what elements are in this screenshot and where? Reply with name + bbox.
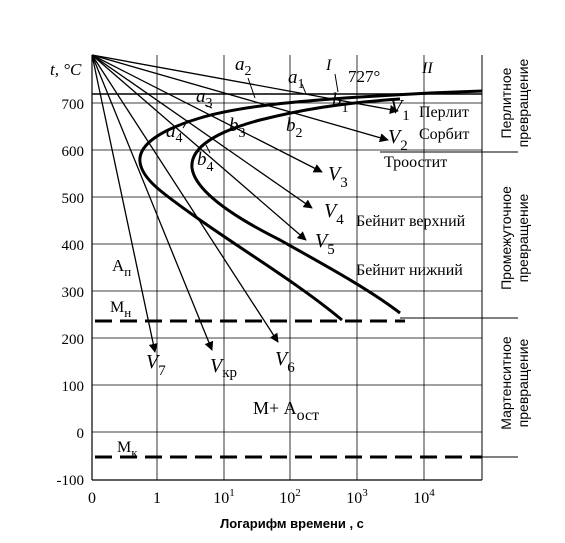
vkr-label: Vкр [210,355,237,381]
v7-label: V7 [146,351,166,379]
cooling-line-vkr [91,54,214,351]
y-tick-minus-100: -100 [57,473,85,489]
b4-label: b4 [197,149,214,175]
martensite-ost-label: М+ Аост [253,398,319,424]
y-tick-700: 700 [62,97,85,113]
y-tick-300: 300 [62,285,85,301]
a1-label: a1 [288,67,305,92]
y-tick-0: 0 [77,426,85,442]
cooling-line-v5 [91,54,307,241]
a-p-label: Ап [112,256,131,279]
cooling-line-v1 [91,54,399,115]
b3-label: b3 [229,115,246,141]
a4-label: a4 [166,121,183,146]
temp-727-label: 727° [348,67,380,86]
c-curves [138,89,483,322]
x-tick-1: 1 [153,490,161,507]
perlit-label: Перлит [419,104,469,121]
pearlitic-label-1: Перлитное [498,67,514,138]
region-dividers [380,55,518,480]
v4-label: V4 [324,200,344,228]
cooling-line-v4 [91,54,313,209]
martensitic-label-1: Мартенситное [498,336,514,430]
y-tick-500: 500 [62,191,85,207]
cooling-line-v3 [91,54,323,173]
x-tick-10-3: 103 [346,487,368,507]
mn-label: Мн [110,299,131,320]
rate-labels: V1 V2 V3 V4 V5 V6 V7 Vкр [146,96,410,381]
x-tick-0: 0 [88,490,96,507]
y-tick-labels: 700 600 500 400 300 200 100 0 -100 [57,97,85,489]
y-tick-600: 600 [62,144,85,160]
v5-label: V5 [315,230,335,258]
curve-II-label: II [421,60,433,77]
v3-label: V3 [328,163,348,191]
side-labels: Перлитное превращение Промежуточное прев… [498,58,531,429]
b2-label: b2 [286,115,303,141]
x-tick-labels: 0 1 101 102 103 104 [88,487,435,507]
region-labels: Перлит Сорбит Троостит Бейнит верхний Бе… [253,104,469,424]
y-tick-200: 200 [62,332,85,348]
v1-label: V1 [390,96,410,124]
curve-start [138,89,483,322]
curve-end [190,97,401,315]
y-axis-label: t, °C [50,60,82,79]
cooling-lines [91,54,399,353]
axes-frame [91,55,482,481]
x-tick-10-1: 101 [213,487,235,507]
v2-label: V2 [388,126,408,154]
x-axis-label: Логарифм времени , с [220,516,364,531]
intermediate-label-1: Промежуточное [498,186,514,290]
a-point-labels: a1 a2 a3 a4 [166,54,305,146]
a3-label: a3 [196,86,213,111]
cooling-line-v6 [91,54,279,343]
x-tick-10-4: 104 [413,487,435,507]
y-tick-100: 100 [62,379,85,395]
pearlitic-label-2: превращение [515,58,531,147]
a2-label: a2 [235,54,252,79]
curve-I-label: I [325,57,332,74]
martensitic-label-2: превращение [515,338,531,427]
label-pointers [182,73,339,154]
grid [92,55,482,480]
mk-label: Мк [117,439,138,460]
troostit-label: Троостит [384,154,447,171]
y-tick-400: 400 [62,238,85,254]
bainit-upper-label: Бейнит верхний [356,213,466,230]
cooling-line-v7 [91,54,158,353]
sorbit-label: Сорбит [419,126,469,143]
bainit-lower-label: Бейнит нижний [356,262,463,279]
cooling-line-v2 [91,54,389,143]
b-point-labels: b1 b2 b3 b4 [197,90,349,175]
b1-label: b1 [332,90,349,116]
intermediate-label-2: превращение [515,193,531,282]
x-tick-10-2: 102 [279,487,301,507]
v6-label: V6 [275,348,295,376]
